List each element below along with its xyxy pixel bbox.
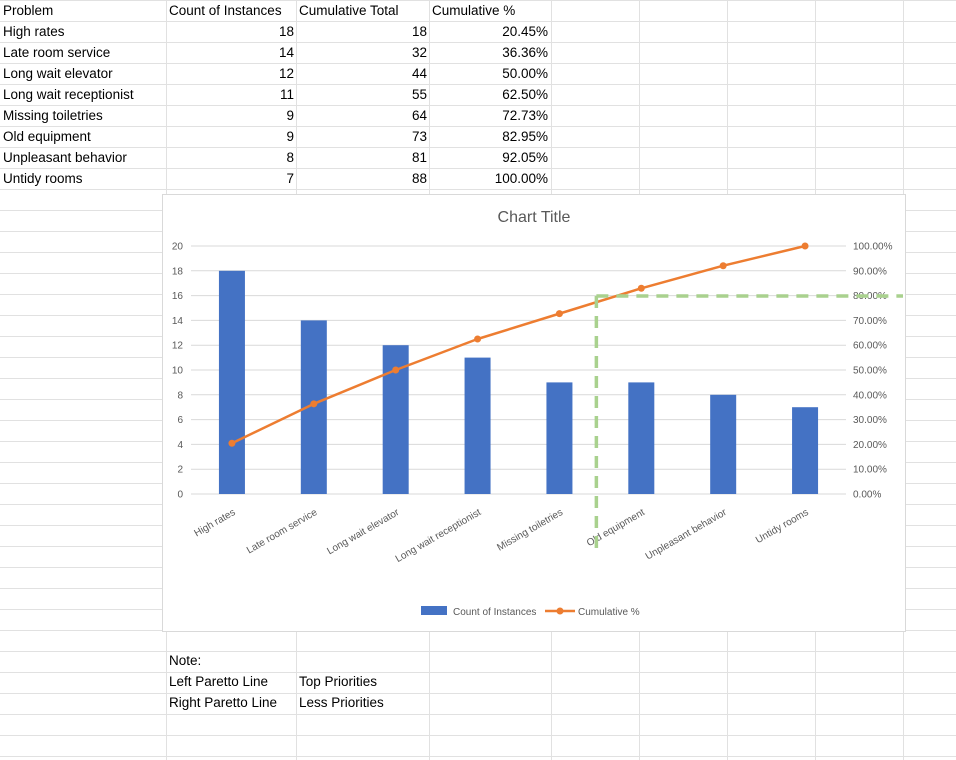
cumulative-point[interactable]: [310, 400, 318, 408]
cumulative-point[interactable]: [392, 366, 400, 374]
cell-problem[interactable]: Unpleasant behavior: [3, 150, 127, 165]
cell-problem[interactable]: Old equipment: [3, 129, 91, 144]
category-label: Long wait elevator: [325, 507, 401, 557]
cell-problem[interactable]: High rates: [3, 24, 65, 39]
cell-problem[interactable]: Long wait receptionist: [3, 87, 134, 102]
cell-cumulative-pct[interactable]: 72.73%: [502, 108, 548, 123]
y-left-tick-label: 2: [177, 465, 183, 476]
y-right-tick-label: 30.00%: [853, 415, 887, 426]
cumulative-point[interactable]: [719, 262, 727, 270]
cell-cumulative-total[interactable]: 73: [411, 129, 427, 144]
cumulative-point[interactable]: [637, 284, 645, 292]
y-left-tick-label: 14: [172, 316, 184, 327]
bar[interactable]: [792, 407, 819, 494]
category-label: High rates: [192, 507, 237, 539]
y-left-tick-label: 10: [172, 366, 184, 377]
cell-cumulative-total[interactable]: 55: [411, 87, 427, 102]
chart-title[interactable]: Chart Title: [498, 209, 571, 226]
cell-problem[interactable]: Late room service: [3, 45, 111, 60]
category-label: Untidy rooms: [754, 507, 811, 546]
header-problem[interactable]: Problem: [3, 3, 54, 18]
cell-cumulative-pct[interactable]: 100.00%: [494, 171, 548, 186]
y-right-tick-label: 50.00%: [853, 366, 887, 377]
note-key[interactable]: Left Paretto Line: [169, 674, 269, 689]
y-left-tick-label: 12: [172, 341, 184, 352]
y-right-tick-label: 20.00%: [853, 440, 887, 451]
cell-cumulative-total[interactable]: 32: [411, 45, 427, 60]
bar[interactable]: [464, 357, 491, 494]
category-label: Long wait receptionist: [394, 507, 483, 565]
category-label: Unpleasant behavior: [644, 507, 730, 563]
cumulative-point[interactable]: [474, 335, 482, 343]
note-value[interactable]: Less Priorities: [299, 695, 384, 710]
cell-count[interactable]: 12: [278, 66, 294, 81]
cumulative-line[interactable]: [231, 244, 806, 445]
bar[interactable]: [710, 394, 737, 494]
y-right-tick-label: 80.00%: [853, 291, 887, 302]
chart-canvas: Chart Title 0 2 4 6 8 10 12 14 16 18 20 0.00% 10.00% 2…: [172, 209, 903, 618]
bar[interactable]: [218, 270, 245, 494]
y-right-tick-label: 90.00%: [853, 266, 887, 277]
cell-count[interactable]: 7: [286, 171, 294, 186]
cell-cumulative-pct[interactable]: 82.95%: [502, 129, 548, 144]
category-label: Old equipment: [585, 507, 647, 549]
cell-cumulative-total[interactable]: 88: [411, 171, 427, 186]
legend-bar-swatch: [421, 606, 447, 615]
cell-problem[interactable]: Long wait elevator: [3, 66, 113, 81]
cell-count[interactable]: 9: [286, 129, 294, 144]
cell-cumulative-pct[interactable]: 20.45%: [502, 24, 548, 39]
y-left-tick-label: 16: [172, 291, 184, 302]
cell-cumulative-pct[interactable]: 92.05%: [502, 150, 548, 165]
cell-cumulative-total[interactable]: 81: [411, 150, 427, 165]
cell-count[interactable]: 11: [279, 87, 294, 102]
note-label[interactable]: Note:: [169, 653, 202, 668]
y-right-tick-label: 0.00%: [853, 490, 881, 501]
y-left-tick-label: 18: [172, 266, 184, 277]
cell-cumulative-pct[interactable]: 36.36%: [502, 45, 548, 60]
cell-cumulative-total[interactable]: 64: [411, 108, 427, 123]
pareto-chart[interactable]: Chart Title 0 2 4 6 8 10 12 14 16 18 20 0.00% 10.00% 2…: [162, 194, 906, 632]
header-count[interactable]: Count of Instances: [169, 3, 282, 18]
cumulative-point[interactable]: [801, 242, 809, 250]
note-key[interactable]: Right Paretto Line: [169, 695, 278, 710]
bar[interactable]: [546, 382, 573, 494]
legend-bar-label: Count of Instances: [453, 607, 536, 618]
y-right-tick-label: 10.00%: [853, 465, 887, 476]
cell-cumulative-pct[interactable]: 62.50%: [502, 87, 548, 102]
cell-count[interactable]: 8: [286, 150, 294, 165]
header-cumulative-total[interactable]: Cumulative Total: [299, 3, 399, 18]
cell-count[interactable]: 14: [278, 45, 294, 60]
header-cumulative-pct[interactable]: Cumulative %: [432, 3, 516, 18]
category-label: Missing toiletries: [495, 507, 565, 553]
cell-cumulative-total[interactable]: 44: [411, 66, 427, 81]
cumulative-point[interactable]: [228, 439, 236, 447]
cumulative-point[interactable]: [555, 310, 563, 318]
y-right-tick-label: 40.00%: [853, 390, 887, 401]
y-right-tick-label: 70.00%: [853, 316, 887, 327]
cell-cumulative-total[interactable]: 18: [411, 24, 427, 39]
cell-problem[interactable]: Missing toiletries: [3, 108, 103, 123]
y-right-tick-label: 100.00%: [853, 242, 893, 253]
category-label: Late room service: [245, 507, 320, 556]
y-left-tick-label: 8: [177, 390, 183, 401]
bar[interactable]: [628, 382, 655, 494]
note-value[interactable]: Top Priorities: [299, 674, 378, 689]
y-right-tick-label: 60.00%: [853, 341, 887, 352]
y-left-tick-label: 0: [177, 490, 183, 501]
cell-count[interactable]: 9: [286, 108, 294, 123]
y-left-tick-label: 20: [172, 242, 184, 253]
cell-problem[interactable]: Untidy rooms: [3, 171, 83, 186]
y-left-tick-label: 4: [177, 440, 183, 451]
cell-count[interactable]: 18: [278, 24, 294, 39]
legend-line-marker: [556, 607, 564, 615]
legend-line-label: Cumulative %: [578, 607, 640, 618]
cell-cumulative-pct[interactable]: 50.00%: [502, 66, 548, 81]
y-left-tick-label: 6: [177, 415, 183, 426]
